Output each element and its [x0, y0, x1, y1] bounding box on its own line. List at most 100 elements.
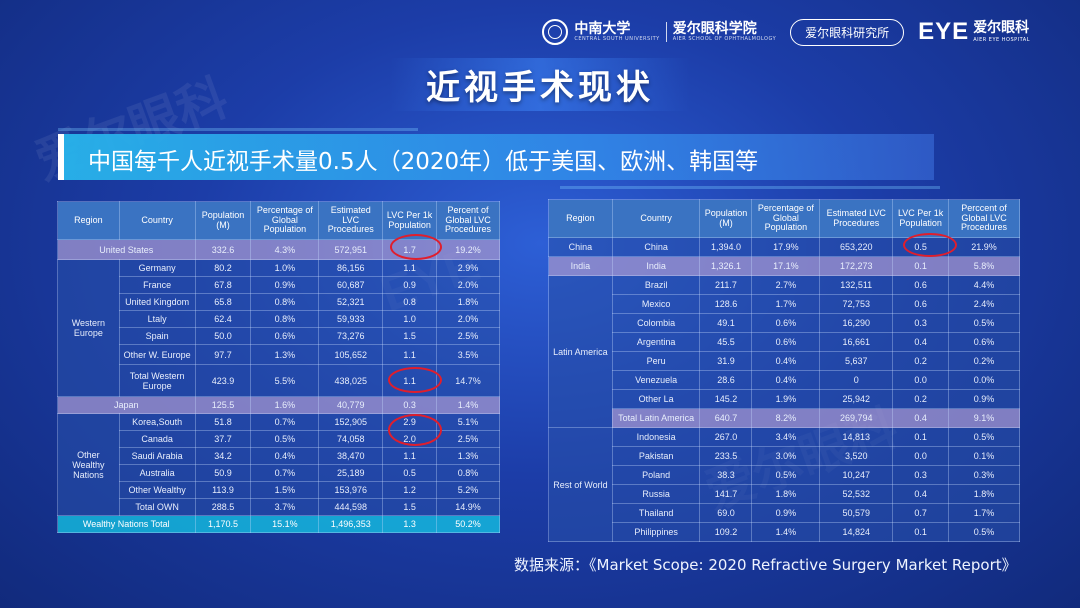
cell: 0.7% — [250, 464, 320, 482]
table-row: Wealthy Nations Total 1,170.5 15.1% 1,49… — [57, 515, 500, 533]
cell: 10,247 — [819, 465, 894, 485]
cell: 5.5% — [250, 364, 320, 397]
cell: 34.2 — [194, 447, 252, 465]
cell: 0.3 — [892, 465, 950, 485]
cell: 1.2 — [382, 481, 438, 499]
table-row: Peru 31.9 0.4% 5,637 0.2 0.2% — [549, 351, 1020, 371]
college-sub: AIER SCHOOL OF OPHTHALMOLOGY — [672, 36, 777, 42]
cell: Colombia — [611, 313, 701, 333]
cell: 1.3% — [436, 447, 500, 465]
cell: 0.5% — [250, 430, 320, 448]
table-row: India India 1,326.1 17.1% 172,273 0.1 5.… — [548, 256, 1020, 276]
cell: 0.1 — [892, 256, 950, 276]
cell: 2.0% — [436, 310, 500, 328]
cell: 0.5 — [382, 464, 438, 482]
divider — [665, 22, 667, 42]
col-header: LVC Per 1k Population — [892, 199, 950, 238]
table-row: Australia 50.9 0.7% 25,189 0.5 0.8% — [58, 464, 500, 482]
cell: 145.2 — [699, 389, 753, 409]
cell: 1.4% — [436, 396, 500, 414]
cell: 1.5% — [250, 481, 320, 499]
cell: 0.8% — [436, 464, 500, 482]
cell: Spain — [118, 327, 196, 345]
right-data-table: Region Country Population (M) Percentage… — [548, 199, 1020, 542]
cell: 1.1 — [382, 259, 438, 277]
cell: 0.6% — [751, 313, 821, 333]
cell: 73,276 — [318, 327, 384, 345]
col-header: Population (M) — [699, 199, 753, 238]
cell: 19.2% — [436, 239, 500, 260]
cell: 444,598 — [318, 498, 384, 516]
cell: 74,058 — [318, 430, 384, 448]
cell: 0.1% — [948, 446, 1020, 466]
cell: 5.2% — [436, 481, 500, 499]
cell: 28.6 — [699, 370, 753, 390]
cell: 2.5% — [436, 430, 500, 448]
col-header: Country — [611, 199, 701, 238]
cell: China — [611, 237, 701, 257]
cell: 3.7% — [250, 498, 320, 516]
cell: 1,394.0 — [699, 237, 753, 257]
table-row: Saudi Arabia 34.2 0.4% 38,470 1.1 1.3% — [58, 447, 500, 465]
cell: Thailand — [611, 503, 701, 523]
cell: 288.5 — [194, 498, 252, 516]
cell: 438,025 — [318, 364, 384, 397]
cell: 4.3% — [250, 239, 320, 260]
cell: 17.9% — [751, 237, 821, 257]
cell: Other La — [611, 389, 701, 409]
cell: 0.7% — [250, 413, 320, 431]
table-header-row: Region Country Population (M) Percentage… — [548, 199, 1020, 238]
cell: 49.1 — [699, 313, 753, 333]
cell: 0.3 — [892, 313, 950, 333]
table-row: Poland 38.3 0.5% 10,247 0.3 0.3% — [549, 465, 1020, 485]
cell: 1.5 — [382, 327, 438, 345]
cell: 2.7% — [751, 275, 821, 295]
cell: 14.7% — [436, 364, 500, 397]
cell: 62.4 — [194, 310, 252, 328]
cell: 38,470 — [318, 447, 384, 465]
table-row: Rest of World Indonesia 267.0 3.4% 14,81… — [548, 427, 1020, 542]
cell: India — [611, 256, 701, 276]
table-row: Japan 125.5 1.6% 40,779 0.3 1.4% — [57, 396, 500, 414]
col-header: Percentage of Global Population — [250, 201, 320, 240]
cell: 0.6% — [948, 332, 1020, 352]
cell: 233.5 — [699, 446, 753, 466]
cell: 423.9 — [194, 364, 252, 397]
cell: 1,170.5 — [194, 515, 252, 533]
cell: 1.5 — [382, 498, 438, 516]
headline-banner: 中国每千人近视手术量0.5人（2020年）低于美国、欧洲、韩国等 — [58, 134, 934, 180]
cell: 0.8% — [250, 293, 320, 311]
school-sub: CENTRAL SOUTH UNIVERSITY — [574, 36, 660, 42]
institute-label: 爱尔眼科研究所 — [790, 18, 905, 46]
cell: 1.1 — [382, 447, 438, 465]
cell: Total Latin America — [611, 408, 701, 428]
cell: 113.9 — [194, 481, 252, 499]
cell: 67.8 — [194, 276, 252, 294]
table-row: Ltaly 62.4 0.8% 59,933 1.0 2.0% — [58, 310, 500, 328]
data-source: 数据来源：《Market Scope: 2020 Refractive Surg… — [514, 556, 1017, 574]
cell: Total OWN — [118, 498, 196, 516]
cell: 1,326.1 — [699, 256, 753, 276]
table-row: Total Western Europe 423.9 5.5% 438,025 … — [58, 364, 500, 397]
cell: 1.1 — [382, 344, 438, 365]
cell: 0.6 — [892, 275, 950, 295]
cell: 0.9 — [382, 276, 438, 294]
cell: 3.4% — [751, 427, 821, 447]
table-row: Venezuela 28.6 0.4% 0 0.0 0.0% — [549, 370, 1020, 390]
cell: 0.6% — [751, 332, 821, 352]
cell: 0.4 — [892, 408, 950, 428]
col-header: Percentage of Global Population — [751, 199, 821, 238]
cell: 3,520 — [819, 446, 894, 466]
cell: 153,976 — [318, 481, 384, 499]
table-row: Philippines 109.2 1.4% 14,824 0.1 0.5% — [549, 522, 1020, 542]
cell: 3.0% — [751, 446, 821, 466]
cell: Argentina — [611, 332, 701, 352]
col-header: Country — [118, 201, 196, 240]
cell: 332.6 — [194, 239, 252, 260]
cell: 0.0 — [892, 370, 950, 390]
table-row: United Kingdom 65.8 0.8% 52,321 0.8 1.8% — [58, 293, 500, 311]
cell: 109.2 — [699, 522, 753, 542]
cell: Mexico — [611, 294, 701, 314]
cell: 31.9 — [699, 351, 753, 371]
table-row: France 67.8 0.9% 60,687 0.9 2.0% — [58, 276, 500, 294]
